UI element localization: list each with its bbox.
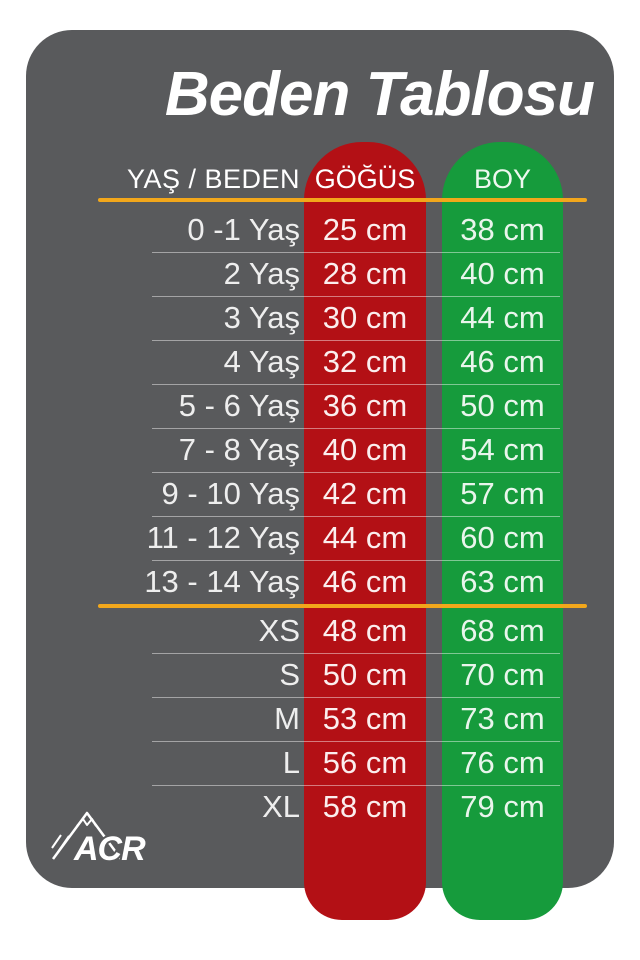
age-row: 3 Yaş 30 cm 44 cm [26,296,614,340]
row-separator [152,653,560,654]
row-separator [152,384,560,385]
height-value-cell: 70 cm [460,657,545,692]
size-row: XL 58 cm 79 cm [26,785,614,829]
age-row: 5 - 6 Yaş 36 cm 50 cm [26,384,614,428]
height-column-pill [442,142,563,920]
size-row: M 53 cm 73 cm [26,697,614,741]
chest-value-cell: 30 cm [322,300,408,335]
group-divider-line [98,604,587,608]
row-separator [152,252,560,253]
size-row: L 56 cm 76 cm [26,741,614,785]
label-cell: 5 - 6 Yaş [178,388,300,423]
height-value-cell: 73 cm [460,701,545,736]
row-separator [152,560,560,561]
chest-column-pill [304,142,426,920]
label-cell: 7 - 8 Yaş [178,432,300,467]
label-cell: 13 - 14 Yaş [144,564,300,599]
height-value-cell: 40 cm [460,256,545,291]
mountain-hatch-icon [51,834,70,853]
age-row: 7 - 8 Yaş 40 cm 54 cm [26,428,614,472]
row-separator [152,472,560,473]
label-cell: XL [262,789,300,824]
column-header-chest: GÖĞÜS [314,164,416,194]
mountain-snowcap-icon [76,818,97,827]
size-row: XS 48 cm 68 cm [26,609,614,653]
label-cell: 9 - 10 Yaş [161,476,300,511]
height-value-cell: 76 cm [460,745,545,780]
label-cell: XS [258,613,300,648]
row-separator [152,340,560,341]
brand-name: ACR [73,830,146,864]
label-cell: M [274,701,300,736]
label-cell: S [279,657,300,692]
age-row: 13 - 14 Yaş 46 cm 63 cm [26,560,614,604]
label-cell: 4 Yaş [223,344,300,379]
chest-value-cell: 28 cm [322,256,408,291]
chest-value-cell: 50 cm [322,657,408,692]
age-row: 11 - 12 Yaş 44 cm 60 cm [26,516,614,560]
chest-value-cell: 32 cm [322,344,408,379]
height-value-cell: 50 cm [460,388,545,423]
row-separator [152,296,560,297]
age-row: 4 Yaş 32 cm 46 cm [26,340,614,384]
page-title: Beden Tablosu [164,60,595,129]
chest-value-cell: 53 cm [322,701,408,736]
label-cell: 2 Yaş [223,256,300,291]
height-value-cell: 46 cm [460,344,545,379]
chest-value-cell: 42 cm [322,476,408,511]
column-header-height: BOY [473,164,532,194]
height-value-cell: 57 cm [460,476,545,511]
column-header-age-size: YAŞ / BEDEN [126,164,300,194]
chest-value-cell: 44 cm [322,520,408,555]
row-separator [152,741,560,742]
chest-value-cell: 58 cm [322,789,408,824]
chest-value-cell: 36 cm [322,388,408,423]
height-value-cell: 60 cm [460,520,545,555]
height-value-cell: 63 cm [460,564,545,599]
header-divider-line [98,198,587,202]
chest-value-cell: 25 cm [322,212,408,247]
label-cell: 0 -1 Yaş [187,212,300,247]
height-value-cell: 38 cm [460,212,545,247]
row-separator [152,516,560,517]
age-row: 0 -1 Yaş 25 cm 38 cm [26,208,614,252]
row-separator [152,697,560,698]
label-cell: 3 Yaş [223,300,300,335]
age-row: 2 Yaş 28 cm 40 cm [26,252,614,296]
row-separator [152,428,560,429]
chest-value-cell: 56 cm [322,745,408,780]
height-value-cell: 68 cm [460,613,545,648]
row-separator [152,785,560,786]
age-row: 9 - 10 Yaş 42 cm 57 cm [26,472,614,516]
chest-value-cell: 46 cm [322,564,408,599]
chest-value-cell: 40 cm [322,432,408,467]
height-value-cell: 54 cm [460,432,545,467]
label-cell: 11 - 12 Yaş [146,520,300,555]
brand-logo: ACR [51,811,149,864]
chest-value-cell: 48 cm [322,613,408,648]
height-value-cell: 44 cm [460,300,545,335]
label-cell: L [282,745,300,780]
height-value-cell: 79 cm [460,789,545,824]
size-row: S 50 cm 70 cm [26,653,614,697]
